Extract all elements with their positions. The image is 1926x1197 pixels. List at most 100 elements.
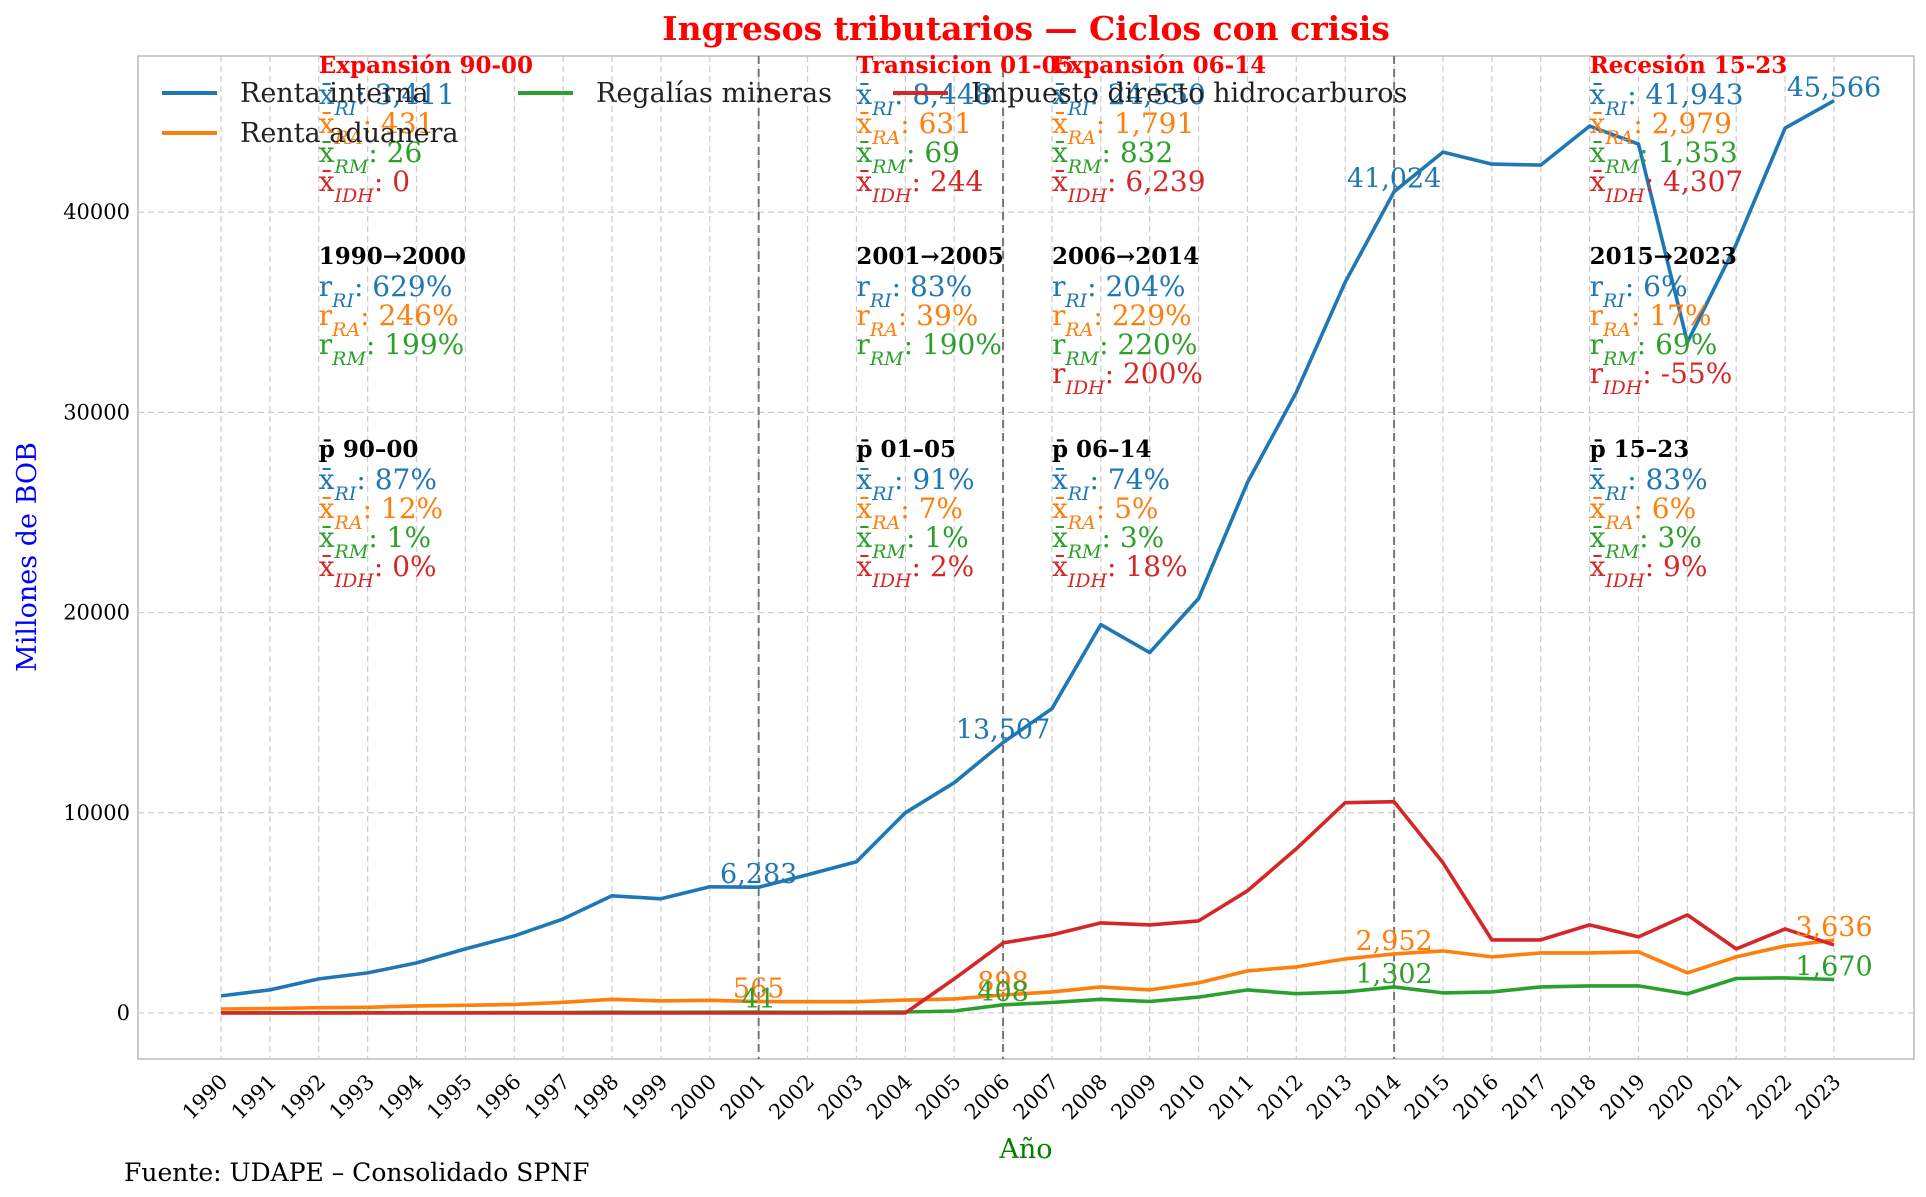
series-line-0 (220, 99, 1835, 998)
x-tick-label: 2016 (1449, 1070, 1504, 1125)
x-tick-label: 1996 (471, 1070, 526, 1125)
y-tick-label: 0 (117, 1001, 130, 1025)
period-growth: rRA: 17% (1590, 299, 1712, 341)
x-tick-label: 1999 (618, 1070, 673, 1125)
period-label: Recesión 15-23 (1590, 52, 1788, 79)
period-growth: rRM: 220% (1052, 328, 1198, 370)
grid (138, 56, 1914, 1059)
x-tick-label: 2007 (1009, 1070, 1064, 1125)
period-mean: x̄RI: 24,550 (1052, 78, 1206, 120)
period-mean: x̄RI: 41,943 (1590, 78, 1744, 120)
period-share: x̄RI: 91% (856, 463, 974, 505)
x-tick-label: 2009 (1106, 1070, 1161, 1125)
point-label: 3,636 (1795, 912, 1872, 943)
point-label: 41,024 (1347, 164, 1441, 195)
point-label: 45,566 (1787, 73, 1881, 104)
x-tick-label: 2015 (1400, 1070, 1455, 1125)
period-mean: x̄RA: 1,791 (1052, 107, 1194, 149)
period-share: x̄RM: 3% (1052, 521, 1164, 563)
period-share: x̄RI: 83% (1590, 463, 1708, 505)
period-share: x̄RA: 6% (1590, 492, 1697, 534)
x-axis-label: Año (998, 1134, 1052, 1165)
period-growth: rIDH: -55% (1590, 357, 1733, 399)
x-tick-label: 2008 (1058, 1070, 1113, 1125)
period-share: x̄RA: 5% (1052, 492, 1159, 534)
x-tick-label: 2001 (715, 1070, 770, 1125)
legend-label: Renta aduanera (240, 118, 458, 149)
period-growth: rRA: 229% (1052, 299, 1192, 341)
x-tick-label: 2022 (1742, 1070, 1797, 1125)
x-tick-label: 2018 (1546, 1070, 1601, 1125)
legend-label: Impuesto directo hidrocarburos (971, 78, 1407, 109)
period-growth: rRI: 83% (856, 270, 972, 312)
point-label: 408 (977, 977, 1029, 1008)
period-label: Transicion 01-05 (856, 52, 1073, 79)
point-labels: 6,283 13,507 41,024 45,566 565 898 2,952 3,636 4… (720, 73, 1881, 1015)
period-label: Expansión 90-00 (319, 52, 533, 79)
period-mean: x̄RA: 2,979 (1590, 107, 1732, 149)
y-tick-label: 20000 (63, 601, 130, 625)
period-growth: rRA: 39% (856, 299, 978, 341)
point-label: 898 (977, 967, 1029, 998)
period-growth: rRI: 204% (1052, 270, 1186, 312)
period-mean: x̄RM: 1,353 (1590, 136, 1738, 178)
period-growth: rRM: 69% (1590, 328, 1718, 370)
x-tick-label: 2000 (667, 1070, 722, 1125)
x-tick-label: 2014 (1351, 1070, 1406, 1125)
y-tick-label: 10000 (63, 801, 130, 825)
period-mean: x̄RI: 3,411 (319, 78, 455, 120)
legend: Renta interna Regalías mineras Impuesto di… (162, 78, 1407, 149)
period-mean: x̄IDH: 4,307 (1590, 165, 1744, 207)
legend-label: Regalías mineras (596, 78, 832, 109)
x-tick-label: 2005 (911, 1070, 966, 1125)
period-share: x̄IDH: 2% (856, 550, 974, 592)
growth-title: 1990→2000 (319, 243, 466, 270)
x-tick-label: 2013 (1302, 1070, 1357, 1125)
period-mean: x̄RM: 832 (1052, 136, 1173, 178)
x-tick-label: 2004 (862, 1070, 917, 1125)
x-tick-label: 2020 (1644, 1070, 1699, 1125)
period-share: x̄RA: 12% (319, 492, 443, 534)
period-growth: rRM: 190% (856, 328, 1002, 370)
source-note: Fuente: UDAPE – Consolidado SPNF (124, 1158, 590, 1187)
x-tick-label: 1995 (422, 1070, 477, 1125)
point-label: 6,283 (720, 859, 797, 890)
period-share: x̄RI: 74% (1052, 463, 1170, 505)
x-tick-label: 2006 (960, 1070, 1015, 1125)
growth-title: 2006→2014 (1052, 243, 1199, 270)
period-mean: x̄RI: 8,448 (856, 78, 992, 120)
period-share: x̄IDH: 9% (1590, 550, 1708, 592)
share-title: p̄ 01–05 (856, 436, 956, 463)
x-tick-label: 1990 (178, 1070, 233, 1125)
period-growth: rRI: 629% (319, 270, 453, 312)
x-tick-label: 1993 (324, 1070, 379, 1125)
point-label: 41 (741, 984, 775, 1015)
y-tick-label: 40000 (63, 200, 130, 224)
x-tick-label: 1994 (373, 1070, 428, 1125)
growth-title: 2001→2005 (856, 243, 1003, 270)
period-boundaries (757, 56, 1396, 1059)
period-growth: rIDH: 200% (1052, 357, 1203, 399)
period-share: x̄IDH: 18% (1052, 550, 1188, 592)
x-tick-label: 1991 (227, 1070, 282, 1125)
chart-title: Ingresos tributarios — Ciclos con crisis (662, 9, 1390, 48)
point-label: 1,670 (1795, 952, 1872, 983)
x-tick-label: 2017 (1497, 1070, 1552, 1125)
period-share: x̄RM: 1% (856, 521, 968, 563)
y-tick-label: 30000 (63, 400, 130, 424)
period-mean: x̄RM: 26 (319, 136, 423, 178)
share-title: p̄ 15–23 (1590, 436, 1690, 463)
x-tick-label: 2010 (1155, 1070, 1210, 1125)
x-tick-label: 2003 (813, 1070, 868, 1125)
period-growth: rRM: 199% (319, 328, 465, 370)
period-share: x̄RA: 7% (856, 492, 963, 534)
x-tick-label: 1998 (569, 1070, 624, 1125)
series-lines (220, 99, 1835, 1015)
point-label: 1,302 (1355, 959, 1432, 990)
period-mean: x̄IDH: 244 (856, 165, 983, 207)
period-growth: rRI: 6% (1590, 270, 1688, 312)
period-mean: x̄RA: 631 (856, 107, 972, 149)
period-label: Expansión 06-14 (1052, 52, 1266, 79)
